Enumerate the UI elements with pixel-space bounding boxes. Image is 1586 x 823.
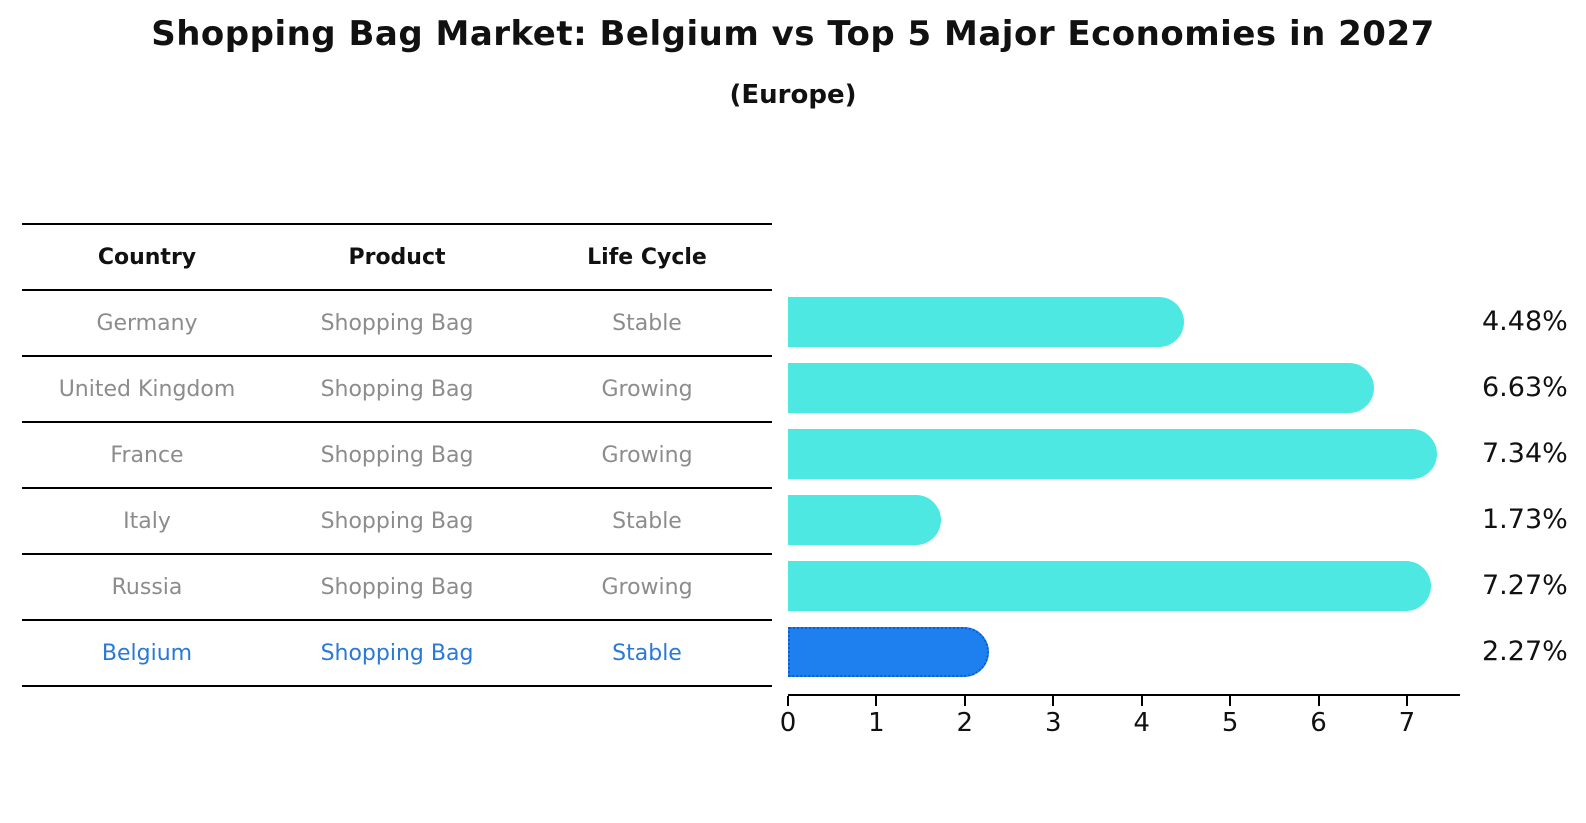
bar-russia [788,561,1431,611]
column-header-life-cycle: Life Cycle [587,244,707,270]
tick-label: 4 [1133,708,1150,738]
tick-label: 3 [1044,708,1062,738]
tick-label: 0 [779,708,797,738]
tick-mark [1229,696,1232,706]
cell-product: Shopping Bag [320,574,474,600]
tick-label: 2 [956,708,974,738]
bar-germany [788,297,1185,347]
table-row-france: France Shopping Bag Growing [22,423,772,489]
bar-chart: 4.48% 6.63% 7.34% 1.73% 7.27% 2.27% [788,289,1568,685]
table-row-russia: Russia Shopping Bag Growing [22,555,772,621]
tick-mark [1405,696,1408,706]
column-header-product: Product [348,244,446,270]
tick-mark [787,696,789,706]
x-axis-line [788,694,1460,696]
column-header-country: Country [97,244,197,270]
cell-life-cycle: Growing [601,376,693,402]
cell-country: Germany [96,310,198,336]
cell-life-cycle: Growing [601,574,693,600]
table-header-row: Country Product Life Cycle [22,225,772,291]
cell-product: Shopping Bag [320,640,474,666]
tick-label: 1 [868,708,885,738]
bar-row-belgium: 2.27% [788,619,1568,685]
cell-country: United Kingdom [58,376,236,402]
table-row-germany: Germany Shopping Bag Stable [22,291,772,357]
value-label-russia: 7.27% [1482,570,1568,601]
bar-row-germany: 4.48% [788,289,1568,355]
value-label-united-kingdom: 6.63% [1482,372,1568,403]
tick-label: 6 [1310,708,1327,738]
value-label-germany: 4.48% [1482,306,1568,337]
cell-country: Belgium [101,640,193,666]
value-label-france: 7.34% [1482,438,1568,469]
comparison-table: Country Product Life Cycle Germany Shopp… [22,223,772,687]
tick-mark [1140,696,1143,706]
bar-row-france: 7.34% [788,421,1568,487]
cell-country: France [110,442,184,468]
cell-product: Shopping Bag [320,442,474,468]
cell-life-cycle: Stable [612,640,682,666]
x-axis: 0 1 2 3 4 5 6 7 [780,694,1460,748]
cell-product: Shopping Bag [320,376,474,402]
bar-united-kingdom [788,363,1375,413]
table-row-italy: Italy Shopping Bag Stable [22,489,772,555]
tick-label: 5 [1221,708,1239,738]
tick-label: 7 [1398,708,1416,738]
cell-country: Italy [123,508,171,534]
chart-subtitle: (Europe) [729,80,857,110]
cell-product: Shopping Bag [320,508,474,534]
bar-row-united-kingdom: 6.63% [788,355,1568,421]
value-label-belgium: 2.27% [1482,636,1568,667]
bar-belgium [788,627,989,677]
chart-title: Shopping Bag Market: Belgium vs Top 5 Ma… [151,14,1435,54]
bar-italy [788,495,941,545]
cell-life-cycle: Growing [601,442,693,468]
bar-france [788,429,1437,479]
tick-mark [963,696,966,706]
tick-mark [1317,696,1320,706]
tick-mark [1052,696,1055,706]
tick-mark [875,696,878,706]
cell-product: Shopping Bag [320,310,474,336]
bar-row-italy: 1.73% [788,487,1568,553]
x-axis-ticks: 0 1 2 3 4 5 6 7 [780,694,1460,748]
cell-life-cycle: Stable [612,508,682,534]
table-row-united-kingdom: United Kingdom Shopping Bag Growing [22,357,772,423]
bar-row-russia: 7.27% [788,553,1568,619]
table-row-belgium: Belgium Shopping Bag Stable [22,621,772,687]
cell-life-cycle: Stable [612,310,682,336]
cell-country: Russia [111,574,183,600]
value-label-italy: 1.73% [1482,504,1568,535]
